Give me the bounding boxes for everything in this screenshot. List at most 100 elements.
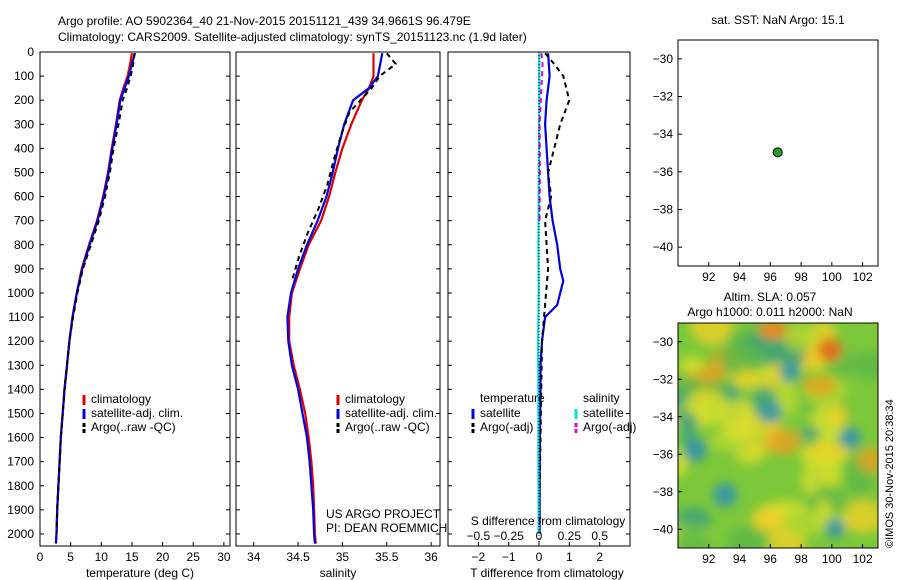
y-tick-label: −40: [653, 522, 674, 536]
x-tick-label: 0: [536, 550, 543, 564]
s-axis-label: S difference from climatology: [471, 514, 626, 528]
credit-line-2: PI: DEAN ROEMMICH: [326, 521, 447, 535]
x-tick-label: 102: [853, 552, 873, 566]
heatmap-cell: [720, 398, 758, 442]
y-tick-label: −36: [653, 447, 674, 461]
x-tick-label: 35.5: [375, 550, 399, 564]
heatmap-cell: [689, 323, 733, 346]
difference-plot: −2 −1 0 1 2 T difference from climatology −0.5…: [447, 51, 636, 580]
temperature-plot: 0 5 10 15 20 25 300100200300400500600700800900…: [7, 45, 231, 580]
x-tick-label: 96: [764, 270, 778, 284]
plot-frame: [235, 51, 441, 547]
legend-entry: satellite-adj. clim.: [345, 406, 437, 420]
x-tick-label: 30: [217, 550, 231, 564]
x-axis-label: T difference from climatology: [470, 566, 624, 580]
s-axis-tick-label: 0.5: [591, 529, 608, 543]
heatmap-cell: [683, 438, 707, 462]
sst-location-map: 92 94 96 98 100 102 −30 −32 −34 −36 −38 −40 sat. SST…: [653, 13, 879, 284]
x-tick-label: 100: [822, 552, 842, 566]
y-tick-label: 1700: [7, 455, 34, 469]
x-tick-label: 34: [247, 550, 261, 564]
heatmap-field: [678, 323, 878, 548]
y-tick-label: 0: [27, 45, 34, 59]
credit-line-1: US ARGO PROJECT: [326, 507, 441, 521]
x-tick-label: 25: [187, 550, 201, 564]
x-tick-label: 96: [764, 552, 778, 566]
heatmap-cell: [752, 508, 784, 527]
map-title-line-2: Argo h1000: 0.011 h2000: NaN: [687, 305, 852, 319]
heatmap-cell: [734, 370, 759, 388]
x-tick-label: 94: [733, 552, 747, 566]
heatmap-cell: [719, 342, 765, 376]
legend-entry: Argo(-adj): [480, 420, 533, 434]
legend-entry: Argo(..raw -QC): [91, 420, 176, 434]
y-tick-label: 1200: [7, 334, 34, 348]
x-tick-label: 34.5: [286, 550, 310, 564]
x-tick-label: 102: [853, 270, 873, 284]
x-tick-label: 36: [424, 550, 438, 564]
x-tick-label: 94: [733, 270, 747, 284]
heatmap-cell: [765, 428, 802, 455]
x-tick-label: 100: [822, 270, 842, 284]
legend-entry: climatology: [91, 392, 151, 406]
heatmap-cell: [775, 372, 792, 416]
y-tick-label: −30: [653, 52, 674, 66]
x-tick-label: 92: [702, 270, 716, 284]
series-line-argo_salinity: [538, 53, 544, 221]
plot-frame: [39, 51, 231, 547]
y-tick-label: −34: [653, 127, 674, 141]
y-tick-label: 700: [14, 214, 34, 228]
y-tick-label: 1100: [8, 310, 34, 324]
heatmap-cell: [854, 349, 878, 382]
x-tick-label: 98: [794, 270, 808, 284]
map-frame: [677, 39, 879, 267]
y-tick-label: 200: [14, 93, 34, 107]
y-tick-label: −30: [653, 335, 674, 349]
heatmap-cell: [759, 323, 787, 339]
heatmap-cell: [843, 499, 878, 534]
heatmap-cell: [678, 412, 700, 442]
s-axis-tick-label: −0.5: [466, 529, 490, 543]
legend-title: salinity: [583, 391, 620, 405]
salinity-plot: 34 34.5 35 35.5 36 salinity climatologysatelli…: [235, 51, 441, 580]
x-tick-label: 5: [67, 550, 74, 564]
y-tick-label: 1800: [7, 479, 34, 493]
heatmap-cell: [780, 509, 827, 536]
heatmap-cell: [678, 356, 705, 374]
legend-entry: Argo(..raw -QC): [345, 420, 430, 434]
y-tick-label: −36: [653, 165, 674, 179]
map-frame: [677, 322, 879, 549]
legend-entry: satellite: [480, 406, 521, 420]
y-tick-label: 1600: [7, 431, 34, 445]
y-tick-label: 1500: [7, 406, 34, 420]
legend-entry: climatology: [345, 392, 405, 406]
s-axis-tick-label: 0: [536, 529, 543, 543]
y-tick-label: −34: [653, 410, 674, 424]
legend-title: temperature: [480, 391, 545, 405]
map-title: sat. SST: NaN Argo: 15.1: [711, 13, 845, 27]
heatmap-cell: [825, 518, 845, 538]
x-tick-label: −2: [471, 550, 485, 564]
heatmap-cell: [783, 323, 820, 351]
y-tick-label: 400: [14, 141, 34, 155]
heatmap-cell: [713, 483, 737, 507]
x-tick-label: 35: [336, 550, 350, 564]
heatmap-cell: [802, 375, 837, 396]
heatmap-cell: [678, 524, 710, 548]
heatmap-cell: [758, 402, 782, 422]
legend-entry: satellite: [583, 406, 624, 420]
map-title-line-1: Altim. SLA: 0.057: [724, 290, 817, 304]
series-line-argo: [290, 52, 398, 282]
y-tick-label: 600: [14, 190, 34, 204]
heatmap-cell: [678, 377, 705, 395]
y-tick-label: 1300: [7, 358, 34, 372]
y-tick-label: 1400: [7, 382, 34, 396]
header-line-1: Argo profile: AO 5902364_40 21-Nov-2015 …: [58, 14, 471, 28]
series-line-argo: [55, 53, 136, 535]
legend-entry: satellite-adj. clim.: [91, 406, 183, 420]
heatmap-blobs: [678, 323, 878, 548]
x-tick-label: 92: [702, 552, 716, 566]
y-tick-label: 1900: [7, 503, 34, 517]
